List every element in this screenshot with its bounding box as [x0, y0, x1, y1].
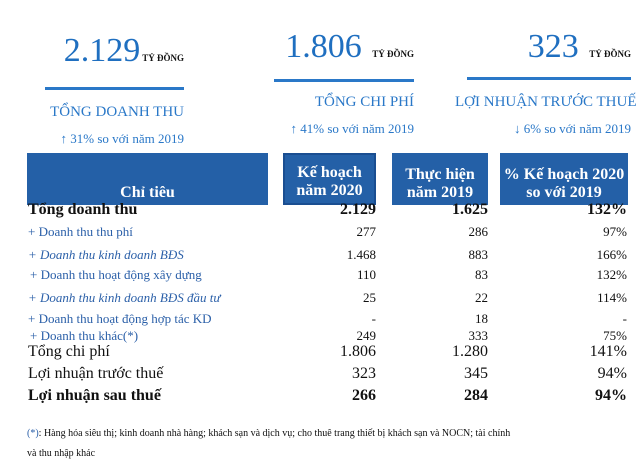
cell-percent: 132% — [596, 267, 627, 282]
kpi-number: 2.129 — [63, 32, 141, 69]
kpi-unit: TỶ ĐỒNG — [142, 53, 184, 63]
cell-percent: 97% — [603, 224, 627, 239]
header-percent: % Kế hoạch 2020 so với 2019 — [500, 153, 628, 205]
kpi-change: ↑ 31% so với năm 2019 — [20, 131, 184, 147]
row-label: Lợi nhuận trước thuế — [28, 365, 164, 382]
arrow-up-icon: ↑ — [60, 131, 67, 146]
row-label: + Doanh thu hoạt động hợp tác KD — [28, 311, 212, 326]
cell-plan-2020: 110 — [356, 267, 376, 282]
row-label: Tổng chi phí — [28, 343, 110, 360]
cell-percent: - — [622, 311, 627, 326]
kpi-value: 323 TỶ ĐỒNG — [455, 30, 631, 71]
cell-percent: 94% — [597, 365, 627, 382]
cell-plan-2020: 277 — [356, 224, 377, 239]
header-text: Kế hoạch năm 2020 — [296, 164, 363, 199]
cell-plan-2020: 266 — [352, 387, 376, 404]
kpi-change-text: 6% so với năm 2019 — [523, 121, 631, 136]
kpi-change: ↑ 41% so với năm 2019 — [250, 121, 414, 137]
table-row: Tổng doanh thu 2.129 1.625 132% — [0, 201, 640, 221]
kpi-change-text: 41% so với năm 2019 — [300, 121, 414, 136]
table-row: + Doanh thu kinh doanh BĐS đầu tư 25 22 … — [0, 290, 640, 310]
row-label: Lợi nhuận sau thuế — [28, 387, 161, 404]
header-text: % Kế hoạch 2020 so với 2019 — [503, 166, 625, 201]
kpi-change: ↓ 6% so với năm 2019 — [455, 121, 631, 137]
header-chi-tieu: Chỉ tiêu — [27, 153, 268, 205]
kpi-underline — [274, 79, 414, 82]
cell-actual-2019: 333 — [468, 328, 489, 343]
cell-percent: 114% — [597, 290, 627, 305]
kpi-number: 1.806 — [285, 28, 362, 65]
cell-plan-2020: 323 — [352, 365, 376, 382]
kpi-value: 2.129 TỶ ĐỒNG — [20, 34, 184, 75]
cell-actual-2019: 284 — [464, 387, 488, 404]
kpi-unit: TỶ ĐỒNG — [589, 49, 631, 59]
kpi-value: 1.806 TỶ ĐỒNG — [250, 30, 414, 71]
footnote: (*): Hàng hóa siêu thị; kinh doanh nhà h… — [27, 424, 637, 464]
kpi-label: TỔNG CHI PHÍ — [314, 94, 414, 110]
kpi-underline — [45, 87, 184, 90]
row-label: + Doanh thu thu phí — [28, 224, 133, 239]
row-label: Tổng doanh thu — [28, 201, 138, 218]
table-row: + Doanh thu thu phí 277 286 97% — [0, 224, 640, 244]
row-label: + Doanh thu kinh doanh BĐS — [28, 247, 184, 262]
row-label: + Doanh thu khác(*) — [30, 328, 139, 343]
cell-actual-2019: 1.280 — [452, 343, 488, 360]
cell-plan-2020: 1.806 — [340, 343, 376, 360]
cell-actual-2019: 1.625 — [452, 201, 488, 218]
header-text: Thực hiện năm 2019 — [405, 166, 475, 201]
cell-actual-2019: 18 — [475, 311, 488, 326]
arrow-down-icon: ↓ — [513, 121, 521, 136]
cell-plan-2020: 249 — [356, 328, 377, 343]
kpi-profit: 323 TỶ ĐỒNG LỢI NHUẬN TRƯỚC THUẾ ↓ 6% so… — [455, 30, 637, 137]
table-row: Lợi nhuận sau thuế 266 284 94% — [0, 387, 640, 407]
row-label: + Doanh thu kinh doanh BĐS đầu tư — [28, 290, 221, 305]
kpi-costs: 1.806 TỶ ĐỒNG TỔNG CHI PHÍ ↑ 41% so với … — [250, 30, 414, 137]
kpi-change-text: 31% so với năm 2019 — [70, 131, 184, 146]
cell-percent: 141% — [589, 343, 627, 360]
cell-actual-2019: 345 — [464, 365, 488, 382]
header-ke-hoach-2020: Kế hoạch năm 2020 — [283, 153, 376, 205]
table-row: + Doanh thu hoạt động hợp tác KD - 18 - — [0, 311, 640, 331]
table-row: + Doanh thu khác(*) 249 333 75% — [0, 328, 640, 348]
cell-percent: 132% — [587, 201, 627, 218]
kpi-label: TỔNG DOANH THU — [50, 104, 184, 120]
kpi-unit: TỶ ĐỒNG — [372, 49, 414, 59]
kpi-underline — [467, 77, 631, 80]
cell-percent: 94% — [595, 387, 627, 404]
footnote-text-cont: và thu nhập khác — [27, 448, 96, 459]
cell-actual-2019: 22 — [475, 290, 488, 305]
cell-plan-2020: 1.468 — [346, 247, 376, 262]
kpi-revenue: 2.129 TỶ ĐỒNG TỔNG DOANH THU ↑ 31% so với… — [20, 34, 184, 147]
table-row: Tổng chi phí 1.806 1.280 141% — [0, 343, 640, 363]
kpi-number: 323 — [527, 28, 579, 65]
arrow-up-icon: ↑ — [290, 121, 297, 136]
header-thuc-hien-2019: Thực hiện năm 2019 — [392, 153, 488, 205]
cell-actual-2019: 83 — [475, 267, 488, 282]
table-row: + Doanh thu kinh doanh BĐS 1.468 883 166… — [0, 247, 640, 267]
cell-percent: 75% — [603, 328, 627, 343]
table-row: Lợi nhuận trước thuế 323 345 94% — [0, 365, 640, 385]
cell-actual-2019: 883 — [468, 247, 489, 262]
row-label: + Doanh thu hoạt động xây dựng — [30, 267, 202, 282]
cell-plan-2020: 2.129 — [340, 201, 376, 218]
footnote-marker: (*) — [27, 428, 39, 439]
table-row: + Doanh thu hoạt động xây dựng 110 83 13… — [0, 267, 640, 287]
cell-plan-2020: - — [371, 311, 376, 326]
kpi-label: LỢI NHUẬN TRƯỚC THUẾ — [455, 94, 637, 110]
footnote-text: : Hàng hóa siêu thị; kinh doanh nhà hàng… — [38, 428, 511, 439]
cell-percent: 166% — [596, 247, 627, 262]
header-text: Chỉ tiêu — [120, 184, 175, 201]
cell-plan-2020: 25 — [363, 290, 376, 305]
cell-actual-2019: 286 — [468, 224, 489, 239]
